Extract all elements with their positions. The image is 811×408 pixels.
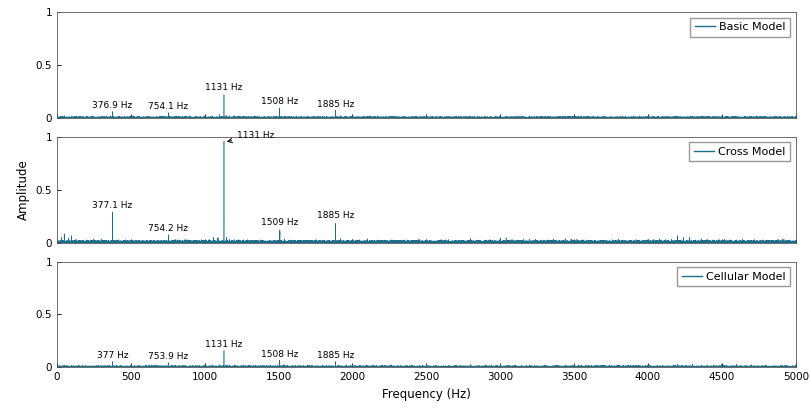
Text: 376.9 Hz: 376.9 Hz [92,101,132,110]
Text: 1509 Hz: 1509 Hz [261,218,298,227]
Text: 753.9 Hz: 753.9 Hz [148,352,188,361]
Text: 1508 Hz: 1508 Hz [260,98,298,106]
Text: 377.1 Hz: 377.1 Hz [92,201,132,210]
Text: 1131 Hz: 1131 Hz [205,83,242,92]
Legend: Cross Model: Cross Model [689,142,789,161]
Y-axis label: Amplitude: Amplitude [17,160,30,220]
X-axis label: Frequency (Hz): Frequency (Hz) [381,388,470,401]
Legend: Basic Model: Basic Model [689,18,789,37]
Text: 754.1 Hz: 754.1 Hz [148,102,188,111]
Text: 1885 Hz: 1885 Hz [316,211,354,220]
Text: 1885 Hz: 1885 Hz [316,100,354,109]
Text: 377 Hz: 377 Hz [97,351,128,360]
Text: 1131 Hz: 1131 Hz [227,131,274,143]
Text: 1131 Hz: 1131 Hz [205,340,242,349]
Text: 1885 Hz: 1885 Hz [316,351,354,360]
Text: 754.2 Hz: 754.2 Hz [148,224,188,233]
Legend: Cellular Model: Cellular Model [676,267,789,286]
Text: 1508 Hz: 1508 Hz [260,350,298,359]
